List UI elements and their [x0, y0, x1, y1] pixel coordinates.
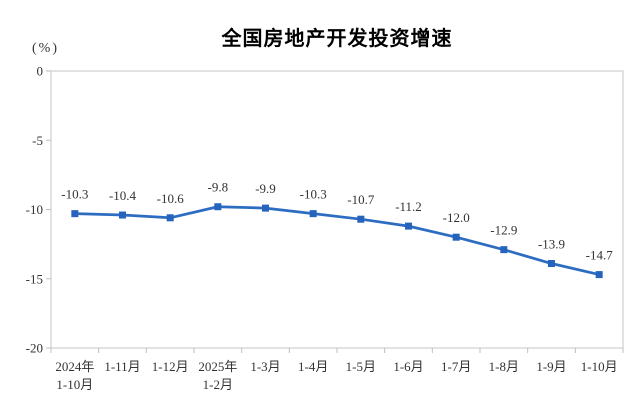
x-tick-label: 1-4月: [298, 359, 328, 374]
data-point-label: -9.9: [255, 181, 276, 196]
y-tick-label: -5: [32, 133, 43, 148]
data-point-marker: [500, 246, 508, 254]
data-point-label: -10.4: [109, 188, 137, 203]
x-tick-label: 1-8月: [489, 359, 519, 374]
x-tick-label: 1-5月: [346, 359, 376, 374]
data-point-marker: [357, 215, 365, 223]
x-tick-label: 1-2月: [203, 377, 233, 392]
plot-border: [50, 70, 624, 349]
y-tick-label: -10: [26, 202, 43, 217]
data-point-label: -14.7: [586, 248, 614, 263]
data-point-label: -10.6: [157, 191, 185, 206]
data-point-label: -13.9: [538, 237, 565, 252]
series-line: [73, 205, 601, 276]
data-point-label: -10.3: [61, 187, 88, 202]
x-tick-label: 2025年: [198, 359, 237, 374]
y-tick-label: 0: [37, 64, 44, 79]
data-point-marker: [452, 233, 460, 241]
y-axis-unit-label: (%): [32, 41, 59, 56]
data-point-marker: [214, 203, 222, 211]
x-tick-label: 1-10月: [581, 359, 618, 374]
data-point-label: -9.8: [208, 180, 229, 195]
data-point-label: -10.7: [347, 192, 375, 207]
x-tick-label: 1-9月: [536, 359, 566, 374]
x-tick-label: 1-3月: [250, 359, 280, 374]
data-point-marker: [119, 211, 126, 219]
y-tick-label: -15: [26, 271, 43, 286]
data-point-label: -12.9: [490, 223, 517, 238]
data-point-marker: [166, 214, 174, 222]
data-point-marker: [548, 260, 555, 268]
y-tick-label: -20: [26, 341, 43, 356]
data-point-label: -11.2: [395, 199, 422, 214]
data-point-marker: [405, 222, 412, 230]
data-point-marker: [595, 271, 603, 279]
x-tick-label: 1-6月: [393, 359, 423, 374]
x-tick-label: 1-11月: [104, 359, 140, 374]
data-point-marker: [262, 204, 269, 212]
data-point-label: -10.3: [300, 187, 327, 202]
x-tick-label: 1-12月: [152, 359, 189, 374]
data-point-marker: [309, 210, 317, 218]
data-point-marker: [71, 210, 79, 218]
x-tick-label: 1-10月: [56, 377, 93, 392]
chart-title: 全国房地产开发投资增速: [221, 28, 453, 50]
x-tick-label: 1-7月: [441, 359, 471, 374]
x-tick-label: 2024年: [55, 359, 94, 374]
data-point-label: -12.0: [443, 210, 470, 225]
